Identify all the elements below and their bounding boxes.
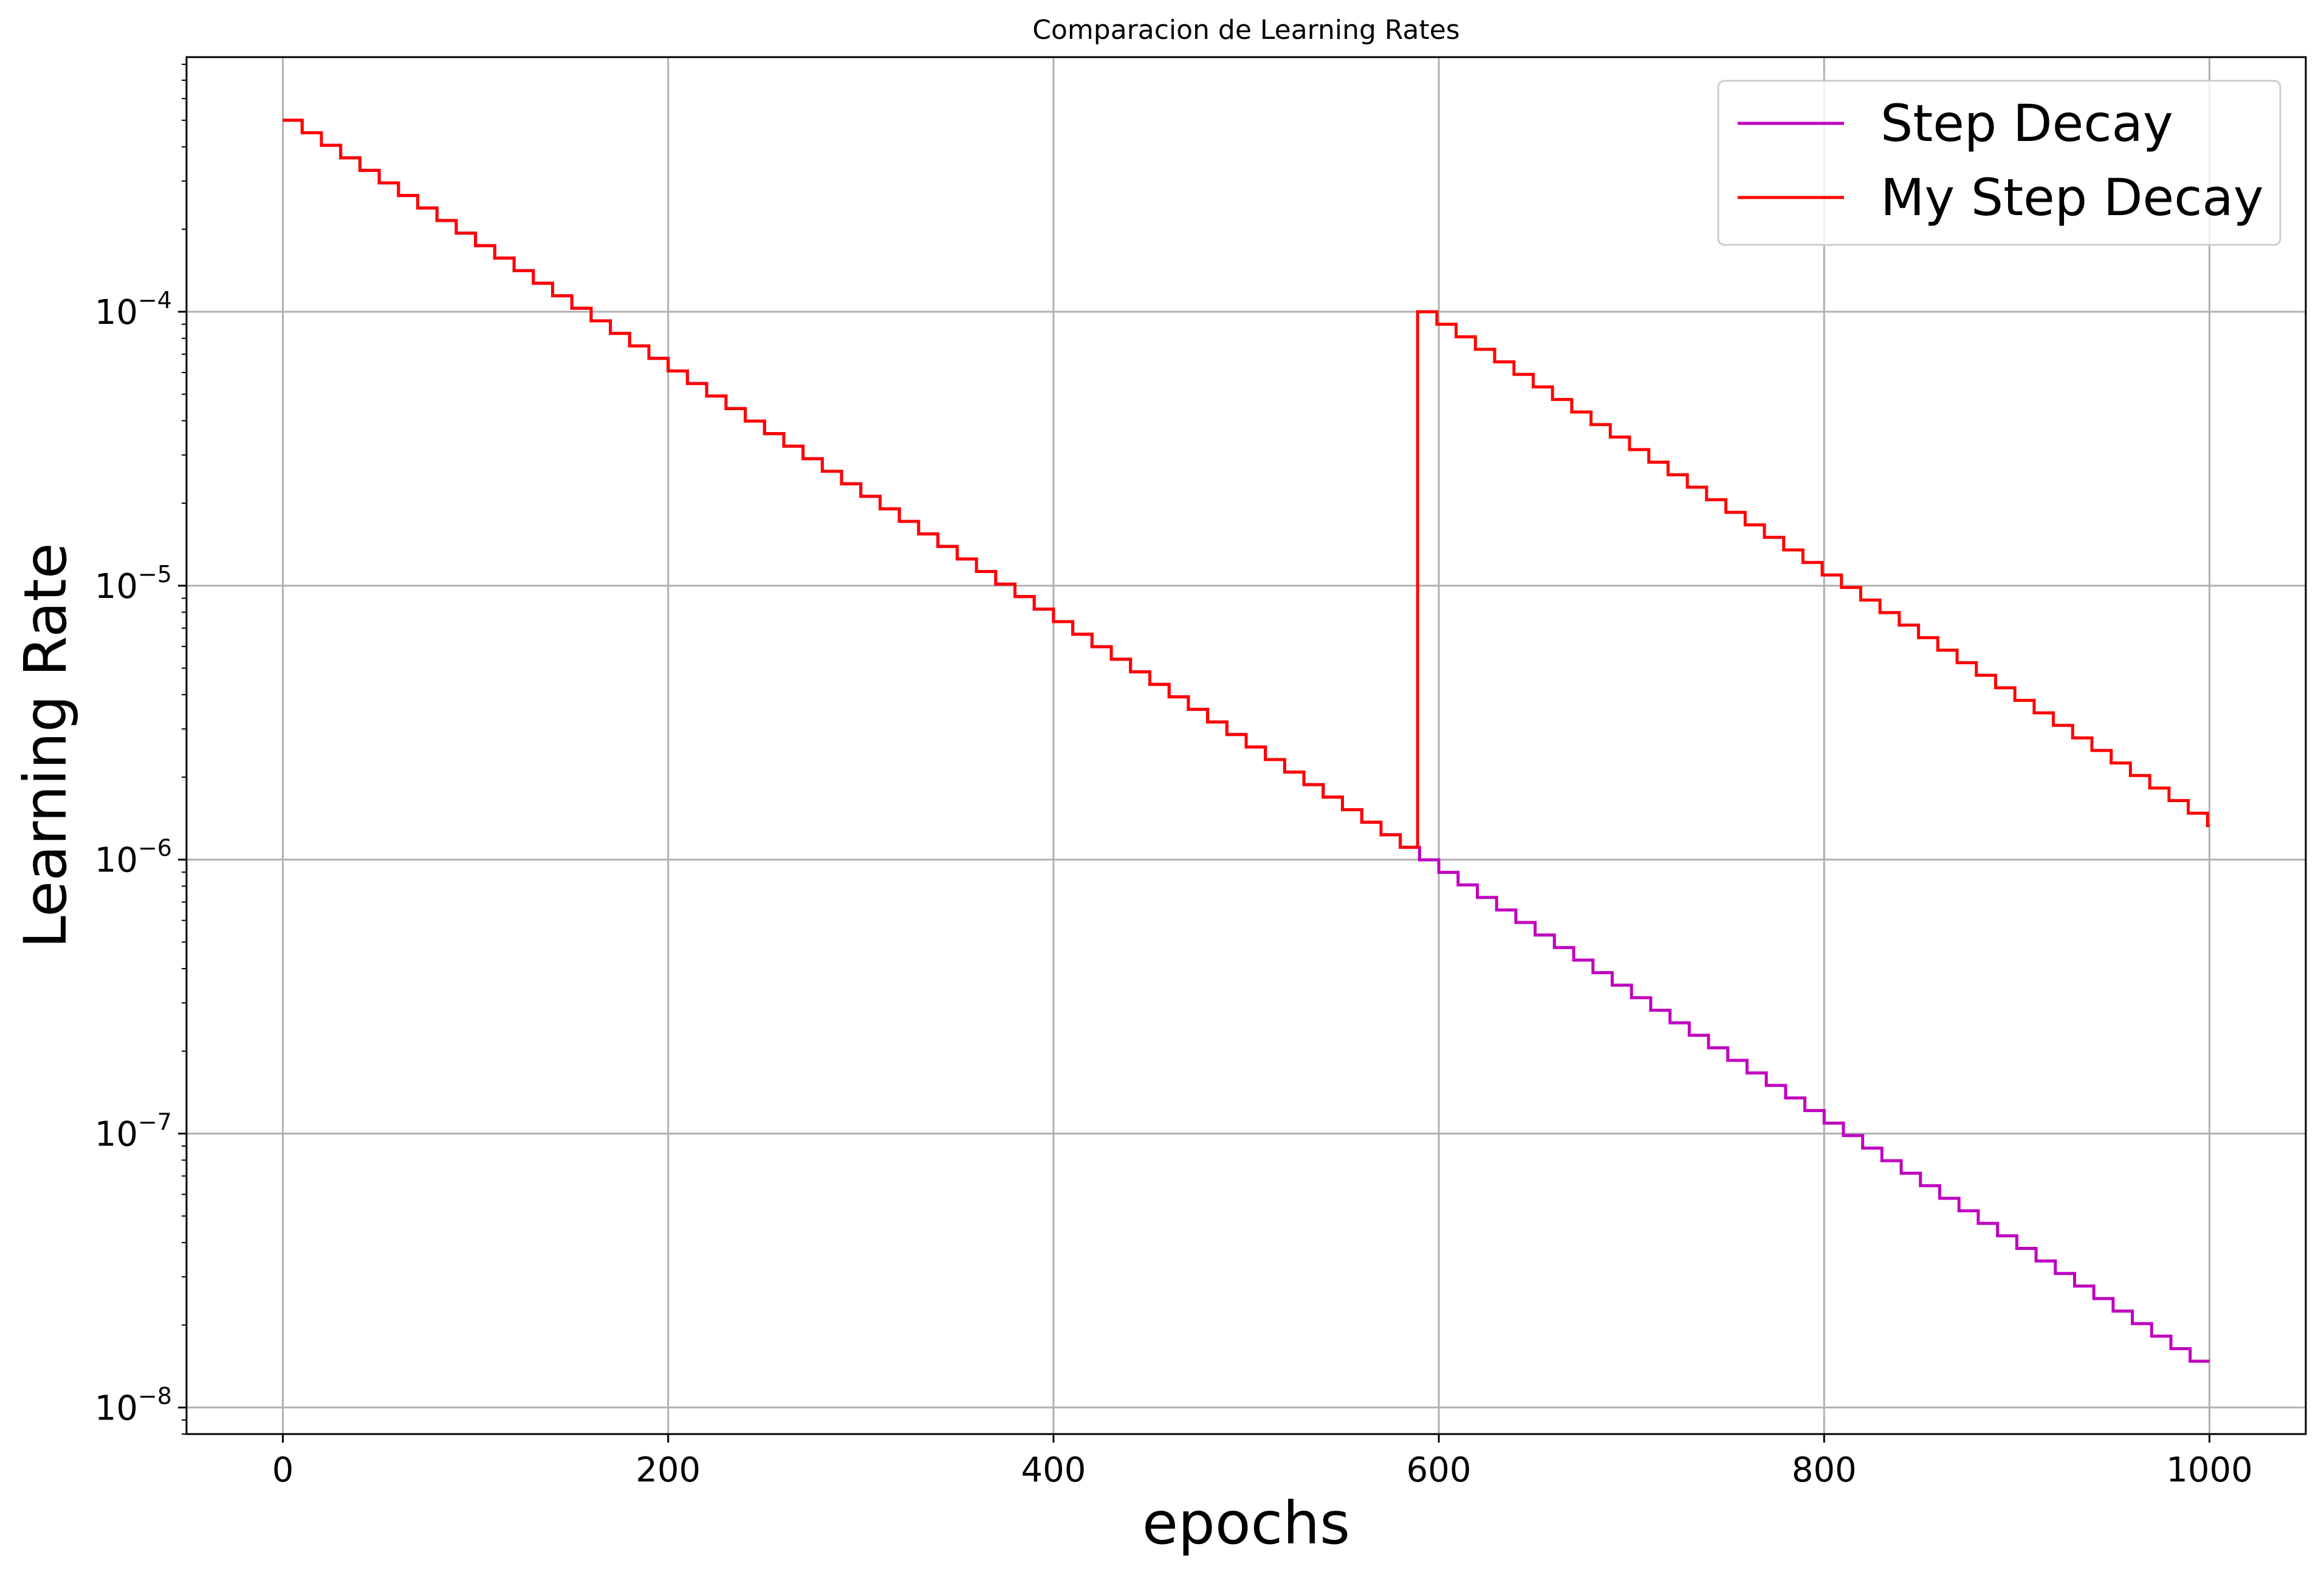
axis-ticks: 0 200 400 600 800 1000 10−4 10−5 10−6 10−7 10−8: [95, 63, 2253, 1490]
x-tick-label: 600: [1407, 1450, 1472, 1490]
legend-box: [1717, 80, 2281, 246]
legend: Step Decay My Step Decay: [1717, 80, 2281, 246]
x-tick-label: 200: [636, 1450, 701, 1490]
y-tick-label: 10−5: [95, 561, 172, 606]
chart-title: Comparacion de Learning Rates: [1032, 15, 1459, 46]
x-axis-label: epochs: [1142, 1489, 1350, 1557]
y-tick-label: 10−6: [95, 835, 172, 880]
x-tick-label: 1000: [2166, 1450, 2253, 1490]
plot-frame: [185, 56, 2307, 1435]
y-tick-label: 10−4: [95, 287, 172, 332]
grid: [187, 57, 2306, 1434]
plot-series: [283, 118, 2210, 1363]
y-tick-label: 10−7: [95, 1108, 172, 1154]
x-tick-label: 800: [1792, 1450, 1857, 1490]
series-line-my-step-decay: [283, 118, 2210, 849]
legend-label-step-decay: Step Decay: [1880, 94, 2173, 153]
x-tick-label: 400: [1021, 1450, 1086, 1490]
legend-label-my-step-decay: My Step Decay: [1880, 168, 2264, 227]
x-tick-label: 0: [272, 1450, 294, 1490]
y-axis-label: Learning Rate: [12, 543, 80, 948]
y-tick-label: 10−8: [95, 1382, 172, 1428]
